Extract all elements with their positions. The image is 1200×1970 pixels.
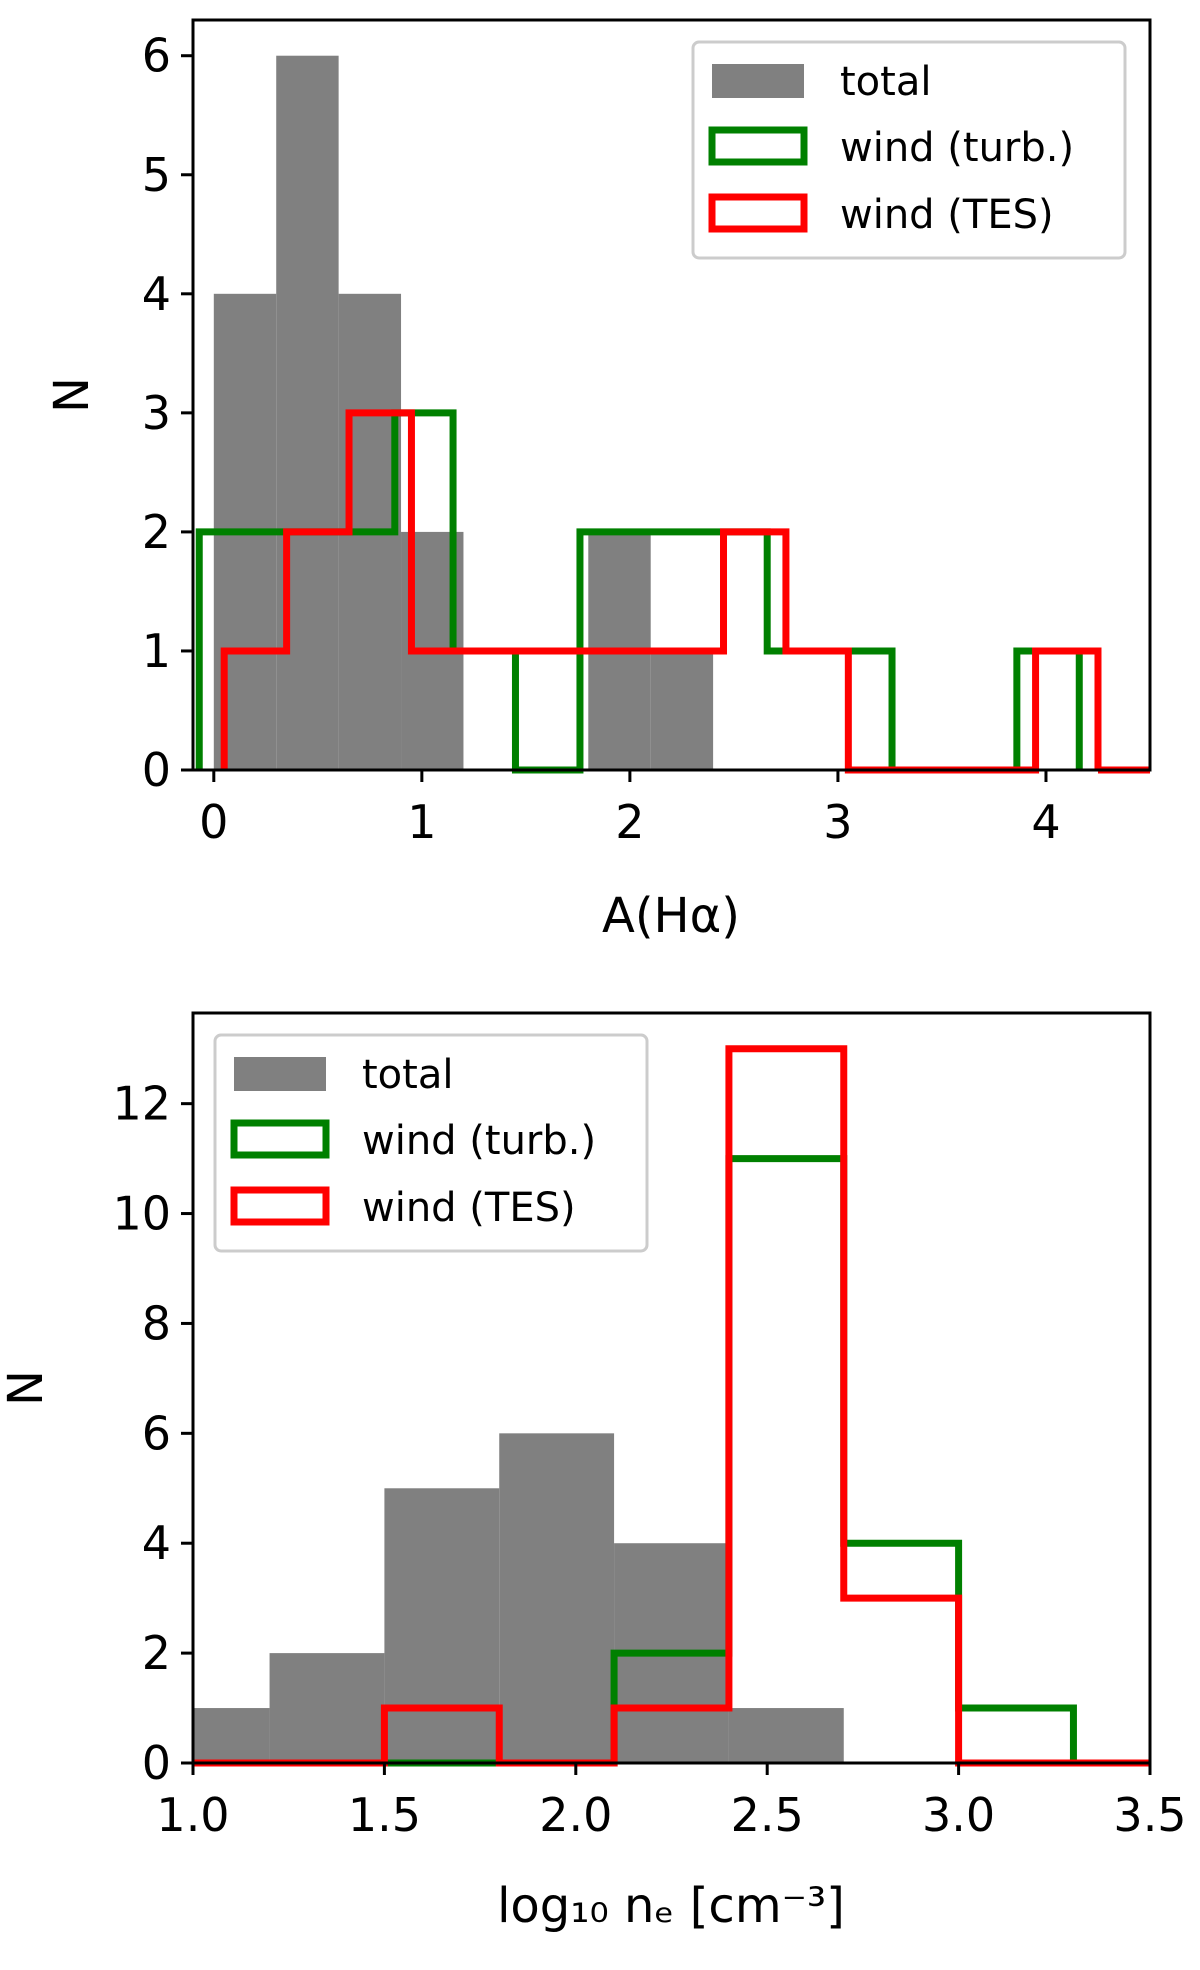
bar-total bbox=[193, 1708, 270, 1763]
legend-swatch-total bbox=[712, 64, 804, 98]
x-axis-label: A(Hα) bbox=[602, 888, 740, 944]
x-tick-label: 2.0 bbox=[539, 1788, 612, 1842]
x-tick-label: 1 bbox=[407, 795, 436, 849]
step-line-wind-tes bbox=[193, 1045, 1150, 1767]
plot-frame bbox=[191, 18, 1152, 772]
x-tick-label: 3.0 bbox=[922, 1788, 995, 1842]
y-axis-ticks: 0 2 4 6 8 10 12 bbox=[112, 1077, 193, 1790]
bar-total bbox=[269, 1653, 385, 1763]
x-tick-label: 1.0 bbox=[156, 1788, 229, 1842]
legend: total wind (turb.) wind (TES) bbox=[691, 40, 1127, 260]
y-tick-label: 4 bbox=[142, 1516, 171, 1570]
y-tick-label: 1 bbox=[142, 624, 171, 678]
y-tick-label: 4 bbox=[142, 267, 171, 321]
x-tick-label: 4 bbox=[1031, 795, 1060, 849]
x-tick-label: 3.5 bbox=[1113, 1788, 1186, 1842]
y-tick-label: 8 bbox=[142, 1296, 171, 1350]
x-tick-label: 1.5 bbox=[348, 1788, 421, 1842]
x-tick-label: 0 bbox=[199, 795, 228, 849]
legend-swatch-turb bbox=[708, 126, 808, 166]
x-tick-label: 2.5 bbox=[731, 1788, 804, 1842]
x-axis-label: log₁₀ nₑ [cm⁻³] bbox=[497, 1878, 845, 1934]
y-tick-label: 0 bbox=[142, 743, 171, 797]
bar-total bbox=[650, 650, 714, 770]
y-tick-label: 6 bbox=[142, 1406, 171, 1460]
x-tick-label: 2 bbox=[615, 795, 644, 849]
legend-label-tes: wind (TES) bbox=[840, 192, 1054, 238]
bar-total bbox=[728, 1708, 844, 1763]
legend: total wind (turb.) wind (TES) bbox=[213, 1033, 649, 1253]
y-axis-label: N bbox=[44, 377, 100, 413]
histogram-panel-bottom: 1.0 1.5 2.0 2.5 3.0 3.5 0 2 4 6 8 10 12 log₁₀ nₑ [c… bbox=[0, 1011, 1187, 1934]
legend-swatch-tes bbox=[230, 1186, 330, 1226]
y-tick-label: 12 bbox=[112, 1077, 171, 1131]
bar-total bbox=[499, 1433, 615, 1763]
x-axis-ticks: 1.0 1.5 2.0 2.5 3.0 3.5 bbox=[156, 1763, 1187, 1842]
legend-label-total: total bbox=[840, 59, 931, 105]
y-tick-label: 10 bbox=[112, 1187, 171, 1241]
legend-label-total: total bbox=[362, 1052, 453, 1098]
legend-swatch-turb bbox=[230, 1119, 330, 1159]
legend-label-turb: wind (turb.) bbox=[840, 125, 1074, 171]
histogram-panel-top: 0 1 2 3 4 0 1 2 3 4 5 6 A(Hα) N total wind (turb.)… bbox=[44, 18, 1152, 944]
bar-total bbox=[384, 1488, 500, 1763]
bar-total bbox=[276, 55, 339, 770]
y-tick-label: 5 bbox=[142, 148, 171, 202]
legend-label-turb: wind (turb.) bbox=[362, 1118, 596, 1164]
y-axis-ticks: 0 1 2 3 4 5 6 bbox=[142, 29, 193, 797]
legend-swatch-tes bbox=[708, 193, 808, 233]
x-axis-ticks: 0 1 2 3 4 bbox=[199, 770, 1061, 849]
plot-frame bbox=[191, 1011, 1152, 1765]
y-axis-label: N bbox=[0, 1370, 54, 1406]
y-tick-label: 6 bbox=[142, 29, 171, 83]
y-tick-label: 2 bbox=[142, 1626, 171, 1680]
y-tick-label: 3 bbox=[142, 386, 171, 440]
legend-swatch-total bbox=[234, 1057, 326, 1091]
legend-label-tes: wind (TES) bbox=[362, 1185, 576, 1231]
y-tick-label: 2 bbox=[142, 505, 171, 559]
y-tick-label: 0 bbox=[142, 1736, 171, 1790]
x-tick-label: 3 bbox=[823, 795, 852, 849]
